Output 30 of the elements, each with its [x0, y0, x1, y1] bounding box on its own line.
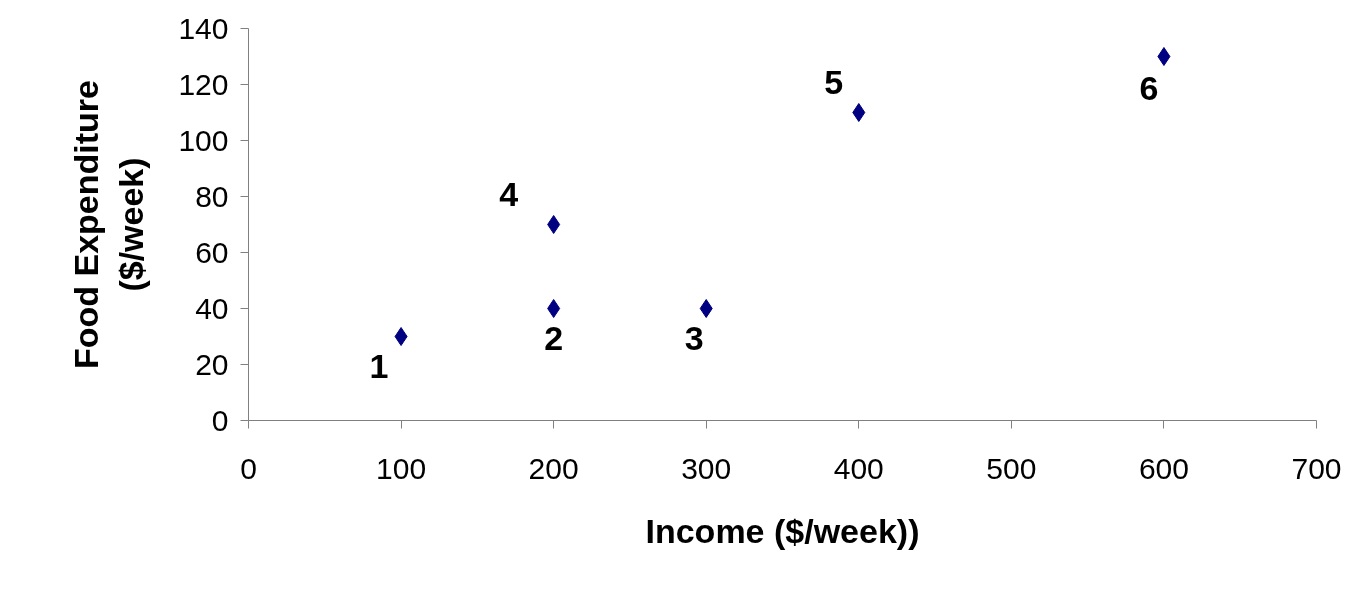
annotation: 4	[499, 175, 519, 213]
point	[547, 215, 561, 234]
x-tick-label: 0	[240, 451, 257, 485]
x-tick-label: 700	[1291, 451, 1342, 485]
annotation: 2	[544, 319, 564, 357]
x-tick-label: 600	[1138, 451, 1189, 485]
point	[547, 299, 561, 318]
y-tick-label: 20	[195, 347, 229, 381]
point	[394, 327, 408, 346]
annotation: 3	[684, 319, 704, 357]
x-tick-label: 200	[528, 451, 579, 485]
x-tick-label: 300	[681, 451, 732, 485]
x-tick-label: 400	[833, 451, 884, 485]
x-tick-label: 500	[986, 451, 1037, 485]
point	[1157, 47, 1171, 66]
y-tick-label: 60	[195, 235, 229, 269]
y-tick-label: 80	[195, 179, 229, 213]
y-tick-label: 100	[178, 123, 229, 157]
point	[699, 299, 713, 318]
y-tick-label: 0	[211, 403, 229, 437]
y-tick-label: 40	[195, 291, 229, 325]
x-axis-title: Income ($/week))	[645, 511, 920, 550]
annotation: 6	[1139, 69, 1159, 107]
y-axis-title: Food Expenditure ($/week)	[66, 80, 151, 369]
y-tick-label: 120	[178, 67, 229, 101]
x-tick-label: 100	[376, 451, 427, 485]
annotation: 1	[369, 347, 389, 385]
point	[852, 103, 866, 122]
y-tick-label: 140	[178, 11, 229, 45]
annotation: 5	[824, 63, 844, 101]
